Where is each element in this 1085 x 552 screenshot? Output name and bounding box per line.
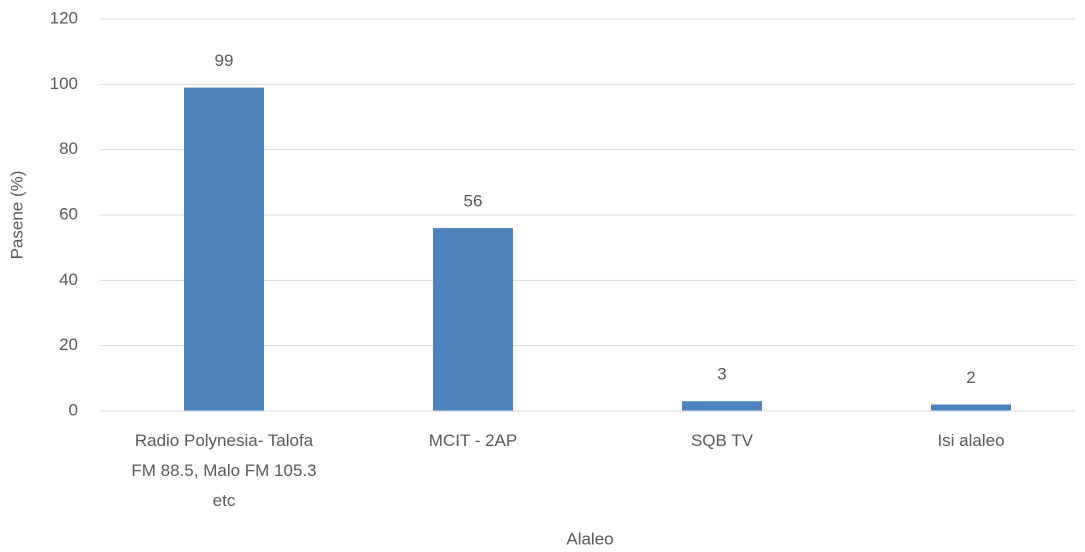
data-label: 99 — [215, 51, 234, 70]
x-tick-label: Radio Polynesia- Talofa FM 88.5, Malo FM… — [131, 431, 317, 510]
y-tick-label: 40 — [59, 270, 78, 289]
x-tick-label: SQB TV — [690, 431, 754, 450]
y-tick-label: 0 — [69, 400, 78, 419]
y-tick-label: 100 — [50, 74, 78, 93]
y-axis-title: Pasene (%) — [7, 171, 26, 260]
data-label: 56 — [464, 192, 483, 211]
y-tick-label: 60 — [59, 204, 78, 223]
x-axis-title: Alaleo — [566, 529, 613, 548]
bar — [184, 87, 264, 411]
y-tick-label: 120 — [50, 8, 78, 27]
x-tick-label: MCIT - 2AP — [428, 431, 518, 450]
x-tick-label: Isi alaleo — [937, 431, 1005, 450]
data-label: 3 — [717, 365, 726, 384]
data-label: 2 — [966, 368, 975, 387]
bar — [931, 404, 1011, 411]
y-tick-label: 20 — [59, 335, 78, 354]
bar — [433, 228, 513, 411]
bar — [682, 401, 762, 411]
y-tick-label: 80 — [59, 139, 78, 158]
